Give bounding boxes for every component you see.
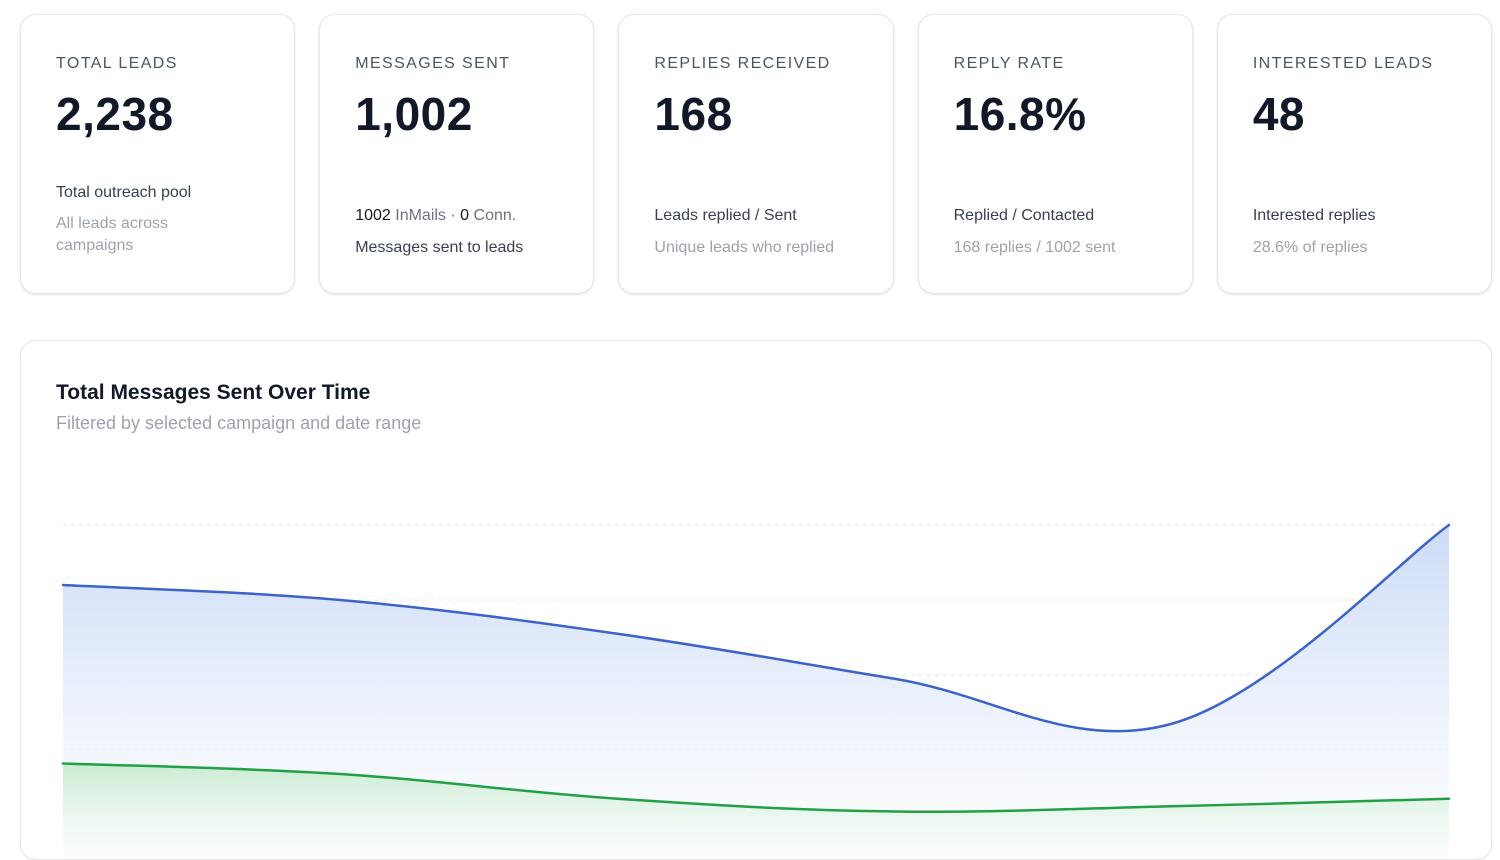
inmails-label: InMails (395, 207, 446, 224)
card-value: 16.8% (954, 87, 1087, 141)
card-reply-rate: REPLY RATE 16.8% Replied / Contacted 168… (918, 14, 1193, 294)
card-description: Total outreach pool (56, 182, 274, 204)
card-caption: 28.6% of replies (1253, 237, 1471, 259)
card-label: REPLY RATE (954, 55, 1065, 73)
conn-count: 0 (460, 207, 469, 224)
card-value: 2,238 (56, 87, 174, 141)
card-value: 1,002 (355, 87, 473, 141)
messages-area-chart (21, 341, 1492, 860)
card-label: INTERESTED LEADS (1253, 55, 1434, 73)
messages-chart-panel: Total Messages Sent Over Time Filtered b… (20, 340, 1492, 860)
card-interested-leads: INTERESTED LEADS 48 Interested replies 2… (1217, 14, 1492, 294)
card-replies-received: REPLIES RECEIVED 168 Leads replied / Sen… (618, 14, 893, 294)
card-description: Replied / Contacted (954, 205, 1172, 227)
card-caption: Messages sent to leads (355, 237, 573, 259)
stats-cards: TOTAL LEADS 2,238 Total outreach pool Al… (20, 14, 1492, 294)
card-label: TOTAL LEADS (56, 55, 178, 73)
conn-label: Conn. (474, 207, 517, 224)
separator: · (450, 207, 455, 224)
card-caption: Unique leads who replied (654, 237, 872, 259)
card-label: MESSAGES SENT (355, 55, 510, 73)
card-value: 168 (654, 87, 732, 141)
card-caption: 168 replies / 1002 sent (954, 237, 1172, 259)
inmails-count: 1002 (355, 207, 391, 224)
card-total-leads: TOTAL LEADS 2,238 Total outreach pool Al… (20, 14, 295, 294)
card-breakdown: 1002 InMails · 0 Conn. (355, 205, 573, 227)
card-messages-sent: MESSAGES SENT 1,002 1002 InMails · 0 Con… (319, 14, 594, 294)
card-value: 48 (1253, 87, 1305, 141)
card-caption: All leads across campaigns (56, 213, 206, 257)
card-description: Leads replied / Sent (654, 205, 872, 227)
card-label: REPLIES RECEIVED (654, 55, 830, 73)
card-description: Interested replies (1253, 205, 1471, 227)
